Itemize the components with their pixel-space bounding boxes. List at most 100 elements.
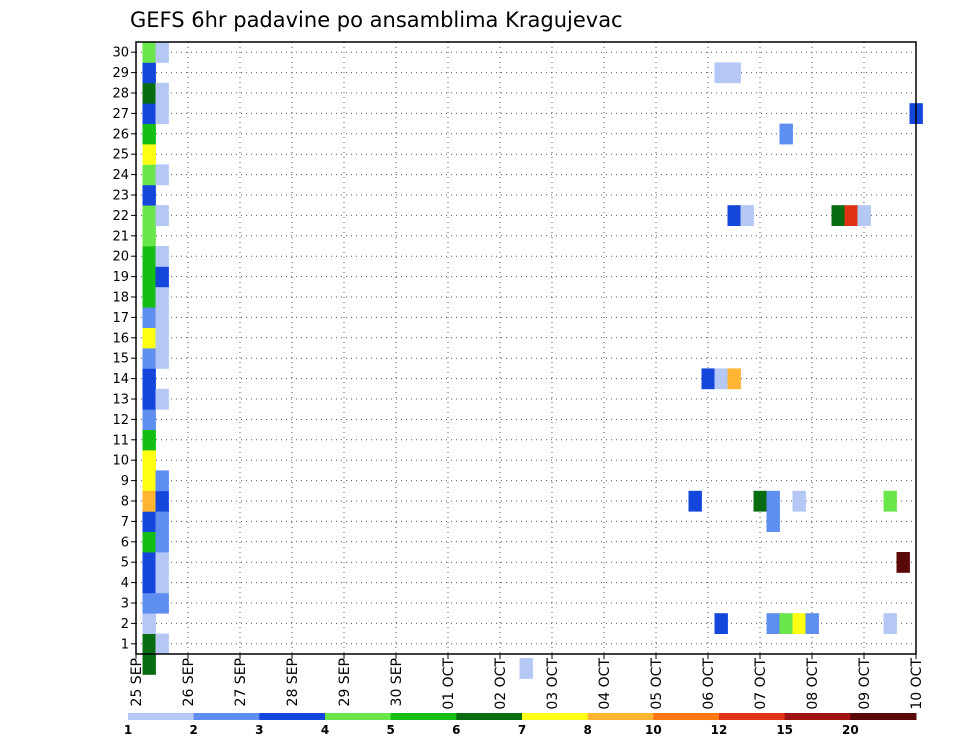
y-tick-label: 28 [112, 87, 129, 102]
y-tick-label: 24 [112, 168, 129, 183]
y-tick-label: 21 [112, 229, 129, 244]
heatmap-cell [142, 225, 156, 247]
y-axis-ticks: 1234567891011121314151617181920212223242… [112, 46, 136, 652]
colorbar-label: 4 [321, 723, 329, 737]
colorbar: 1 2 3 4 5 6 7 8 10 12 15 20 [124, 713, 917, 737]
heatmap-cell [142, 633, 156, 655]
heatmap-cell [142, 82, 156, 104]
x-tick-label: 25 SEP [129, 658, 145, 706]
heatmap-cell [155, 633, 169, 655]
heatmap-cell [155, 348, 169, 369]
y-tick-label: 9 [121, 474, 129, 489]
heatmap-cell [142, 184, 156, 206]
heatmap-cell [155, 552, 169, 573]
chart-title: GEFS 6hr padavine po ansamblima Kragujev… [130, 8, 623, 32]
heatmap-cell [155, 470, 169, 492]
colorbar-label: 2 [189, 723, 197, 737]
heatmap-cell [519, 658, 533, 679]
heatmap-cell [155, 286, 169, 308]
heatmap-cell [155, 164, 169, 186]
heatmap-cell [142, 144, 156, 165]
colorbar-swatch [325, 713, 392, 720]
plot-frame [135, 41, 917, 655]
heatmap-cell [142, 368, 156, 390]
y-tick-label: 17 [112, 311, 129, 326]
y-tick-label: 4 [121, 576, 129, 591]
heatmap-cell [142, 103, 156, 124]
y-tick-label: 30 [112, 46, 129, 61]
x-tick-label: 29 SEP [337, 658, 353, 706]
colorbar-swatch [719, 713, 786, 720]
y-tick-label: 18 [112, 291, 129, 306]
y-tick-label: 10 [112, 454, 129, 469]
y-tick-label: 14 [112, 372, 129, 387]
y-tick-label: 27 [112, 107, 129, 122]
colorbar-label: 20 [842, 723, 859, 737]
heatmap-cell [714, 368, 728, 390]
colorbar-swatch [653, 713, 720, 720]
colorbar-label: 5 [386, 723, 394, 737]
colorbar-label: 8 [583, 723, 591, 737]
heatmap-cell [688, 490, 702, 512]
heatmap-cell [155, 246, 169, 267]
x-tick-label: 06 OCT [701, 658, 717, 710]
heatmap-cell [155, 388, 169, 410]
heatmap-cell [142, 592, 156, 614]
heatmap-cell [155, 327, 169, 349]
heatmap-cell [701, 368, 715, 390]
x-axis-ticks: 25 SEP 26 SEP 27 SEP 28 SEP 29 SEP 30 SEP 01 O… [129, 654, 925, 710]
heatmap-cell [142, 511, 156, 532]
y-tick-label: 11 [112, 433, 129, 448]
heatmap-cell [142, 123, 156, 145]
grid-lines [135, 42, 917, 654]
heatmap-cell [805, 613, 819, 634]
heatmap-cell [142, 62, 156, 84]
heatmap-cell [766, 613, 780, 634]
y-tick-label: 26 [112, 127, 129, 142]
heatmap-cell [779, 613, 793, 634]
heatmap-cell [155, 205, 169, 226]
heatmap-cell [727, 62, 741, 84]
heatmap-cell [142, 42, 156, 63]
y-tick-label: 6 [121, 535, 129, 550]
heatmap-cell [155, 490, 169, 512]
heatmap-cell [727, 368, 741, 390]
x-tick-label: 03 OCT [545, 658, 561, 710]
y-tick-label: 5 [121, 556, 129, 571]
heatmap-cell [792, 613, 806, 634]
heatmap-cell [142, 246, 156, 267]
colorbar-label: 3 [255, 723, 263, 737]
heatmap-cell [142, 429, 156, 451]
x-tick-label: 30 SEP [389, 658, 405, 706]
heatmap-cell [155, 266, 169, 288]
heatmap-cell [740, 205, 754, 226]
heatmap-cell [142, 654, 156, 675]
heatmap-cell [142, 531, 156, 553]
y-tick-label: 22 [112, 209, 129, 224]
colorbar-label: 7 [518, 723, 526, 737]
colorbar-label: 10 [645, 723, 662, 737]
heatmap-cell [155, 82, 169, 104]
colorbar-swatch [784, 713, 851, 720]
y-tick-label: 8 [121, 495, 129, 510]
heatmap-cell [155, 103, 169, 124]
heatmap-cell [142, 409, 156, 430]
colorbar-swatch [390, 713, 457, 720]
heatmap-cell [155, 531, 169, 553]
heatmap-cell [142, 470, 156, 492]
heatmap-cell [155, 42, 169, 63]
heatmap-cell [883, 490, 897, 512]
heatmap-cells [142, 42, 923, 679]
heatmap-cell [779, 123, 793, 145]
heatmap-cell [714, 62, 728, 84]
heatmap-cell [155, 307, 169, 328]
y-tick-label: 1 [121, 637, 129, 652]
heatmap-cell [727, 205, 741, 226]
heatmap-cell [142, 164, 156, 186]
colorbar-swatch [522, 713, 589, 720]
x-tick-label: 10 OCT [909, 658, 925, 710]
heatmap-cell [844, 205, 858, 226]
y-tick-label: 2 [121, 617, 129, 632]
x-tick-label: 28 SEP [285, 658, 301, 706]
